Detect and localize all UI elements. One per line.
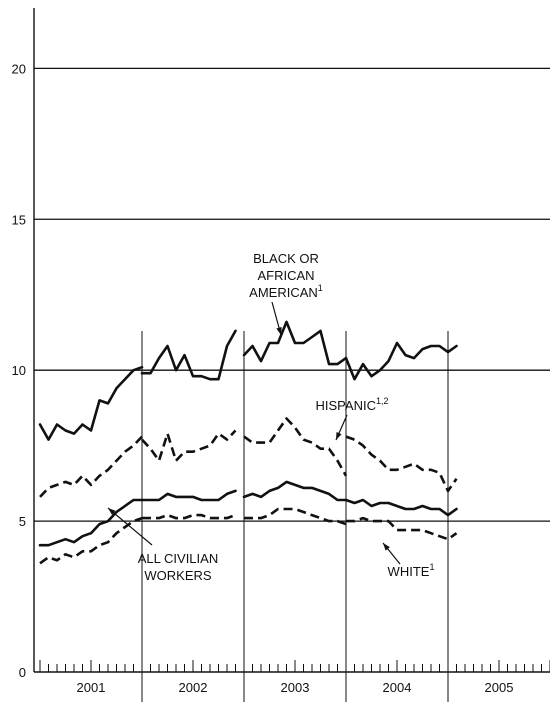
label-black-text: BLACK OR xyxy=(253,251,319,266)
series-line-hispanic xyxy=(39,435,143,498)
series-line-all-civilian-workers xyxy=(140,489,237,502)
x-year-label: 2005 xyxy=(485,680,514,695)
y-tick-label: 0 xyxy=(19,665,26,680)
x-year-label: 2002 xyxy=(179,680,208,695)
x-year-label: 2001 xyxy=(77,680,106,695)
chart-axes: 0 5 10 15 20 2001 2002 2003 2004 2005 xyxy=(12,8,550,695)
label-black-text: AMERICAN1 xyxy=(249,283,323,300)
y-tick-label: 20 xyxy=(12,61,26,76)
chart-gridlines xyxy=(34,67,550,522)
series-line-black-or-african-american xyxy=(344,341,458,381)
series-line-hispanic xyxy=(243,417,348,477)
label-black-arrowhead xyxy=(276,327,282,335)
series-line-white xyxy=(142,513,236,520)
label-hispanic-text: HISPANIC1,2 xyxy=(316,396,389,413)
label-all-civilian-text: ALL CIVILIAN xyxy=(138,551,218,566)
x-year-label: 2004 xyxy=(383,680,412,695)
label-white-arrowhead xyxy=(383,543,390,551)
label-white-text: WHITE1 xyxy=(388,562,435,579)
label-all-civilian-arrowhead xyxy=(108,508,116,515)
y-tick-label: 10 xyxy=(12,363,26,378)
label-hispanic-arrowhead xyxy=(336,432,342,440)
series-line-all-civilian-workers xyxy=(344,498,458,517)
chart-series xyxy=(38,320,458,565)
series-line-all-civilian-workers xyxy=(242,480,348,502)
series-line-white xyxy=(244,507,347,526)
label-all-civilian-leader xyxy=(107,507,153,546)
series-line-black-or-african-american xyxy=(242,320,348,366)
series-line-white xyxy=(39,516,143,565)
year-divider-lines xyxy=(141,330,449,702)
series-line-white xyxy=(346,516,458,541)
series-line-black-or-african-american xyxy=(38,365,144,441)
y-tick-label: 15 xyxy=(12,212,26,227)
series-line-hispanic xyxy=(141,429,237,462)
series-line-hispanic xyxy=(345,435,458,493)
series-line-all-civilian-workers xyxy=(38,498,144,547)
y-tick-label: 5 xyxy=(19,514,26,529)
x-year-label: 2003 xyxy=(281,680,310,695)
label-black-text: AFRICAN xyxy=(257,268,314,283)
label-all-civilian-text: WORKERS xyxy=(144,568,212,583)
series-line-black-or-african-american xyxy=(140,329,237,381)
